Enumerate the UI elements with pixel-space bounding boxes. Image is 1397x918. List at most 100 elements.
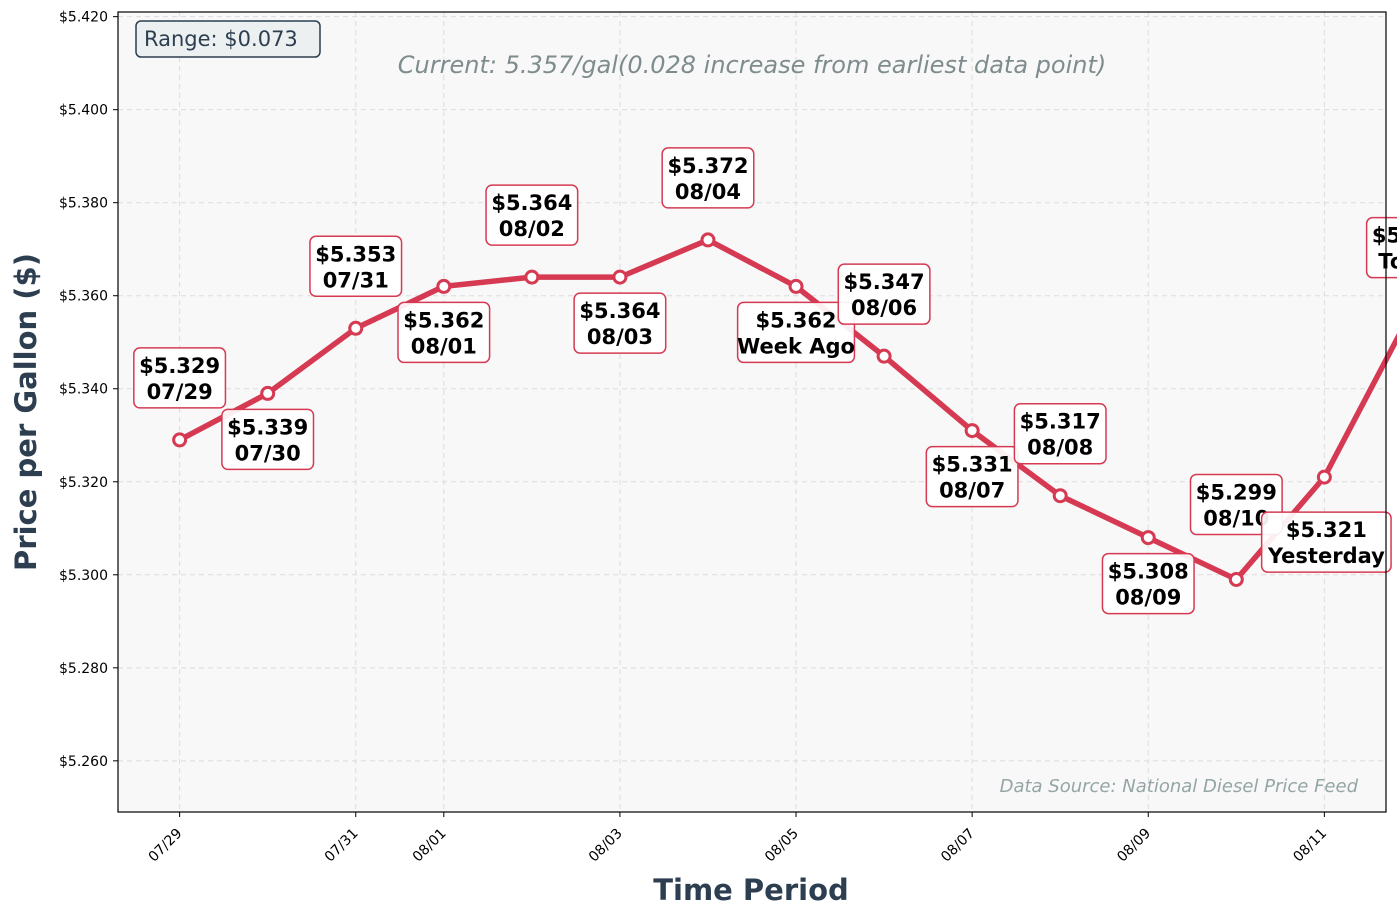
data-annotations: $5.32907/29$5.33907/30$5.35307/31$5.3620…	[133, 147, 1397, 615]
annotation-date: 08/10	[1203, 506, 1269, 530]
x-axis: 07/29 07/31 08/01 08/03 08/05 08/07 08/09 08/11	[146, 812, 1330, 866]
price-series	[172, 232, 1397, 587]
annotation-date: Today	[1378, 250, 1397, 274]
data-point	[260, 385, 276, 401]
data-point	[612, 269, 628, 285]
annotation-price: $5.317	[1020, 410, 1101, 434]
y-tick-label: $5.420	[59, 10, 108, 26]
y-axis: $5.260 $5.280 $5.300 $5.320 $5.340 $5.360 $5.3…	[59, 10, 118, 770]
annotation-frame	[397, 301, 491, 364]
x-tick-label: 08/01	[410, 826, 450, 866]
annotation-price: $5.308	[1108, 560, 1189, 584]
y-tick-label: $5.260	[59, 754, 108, 770]
annotation-frame	[1260, 511, 1392, 573]
data-point	[436, 278, 452, 294]
annotation-date: 07/30	[235, 441, 301, 465]
annotation-frame	[221, 408, 315, 471]
annotation-frame	[1013, 402, 1107, 465]
annotation-price: $5.321	[1286, 518, 1367, 542]
annotation-date: 08/01	[411, 334, 477, 358]
x-tick-label: 08/05	[762, 826, 802, 866]
data-point	[524, 269, 540, 285]
annotation-date: 08/08	[1027, 436, 1093, 460]
annotation-price: $5.329	[139, 354, 220, 378]
annotation-price: $5.339	[227, 415, 308, 439]
annotation-frame	[573, 292, 667, 354]
data-point	[700, 232, 716, 248]
annotation-frame	[736, 301, 856, 364]
plot-frame	[117, 11, 1387, 813]
annotation-date: 08/06	[851, 296, 917, 320]
y-tick-label: $5.320	[59, 475, 108, 491]
annotation-price: $5.362	[403, 308, 484, 332]
y-tick-label: $5.280	[59, 661, 108, 677]
annotation-date: 08/09	[1115, 586, 1181, 610]
data-source-text: Data Source: National Diesel Price Feed	[1000, 776, 1359, 797]
y-tick-label: $5.360	[59, 289, 108, 305]
annotation-frame	[1189, 473, 1283, 536]
data-point	[964, 423, 980, 439]
annotation-date: 07/29	[147, 380, 213, 404]
grid-lines	[118, 12, 1386, 812]
annotation-box: $5.357 Today	[1365, 216, 1397, 279]
x-tick-label: 08/07	[938, 826, 978, 866]
current-price-text: Current: 5.357/gal(0.028 increase from e…	[398, 51, 1106, 79]
annotation-date: 08/02	[499, 217, 565, 241]
x-tick-label: 07/31	[322, 826, 362, 866]
data-point	[1140, 530, 1156, 546]
annotation-price: $5.299	[1196, 480, 1277, 504]
annotation-frame	[485, 184, 579, 246]
data-point	[788, 278, 804, 294]
annotation-frame	[661, 147, 755, 209]
y-tick-label: $5.400	[59, 103, 108, 119]
annotation-price: $5.347	[844, 270, 925, 294]
annotation-price: $5.353	[315, 242, 396, 266]
y-tick-label: $5.300	[59, 568, 108, 584]
plot-background	[118, 12, 1386, 812]
annotation-price: $5.372	[667, 154, 748, 178]
annotation-frame	[1365, 216, 1397, 279]
annotation-price: $5.364	[579, 299, 660, 323]
x-tick-label: 07/29	[146, 826, 186, 866]
y-axis-title: Price per Gallon ($)	[9, 253, 43, 571]
annotation-date: 08/07	[939, 479, 1005, 503]
x-axis-title: Time Period	[653, 873, 849, 907]
annotation-frame	[925, 445, 1019, 508]
annotation-date: 07/31	[323, 268, 389, 292]
y-tick-label: $5.340	[59, 382, 108, 398]
annotation-frame	[837, 263, 931, 325]
annotation-date: Yesterday	[1267, 544, 1385, 568]
y-tick-label: $5.380	[59, 196, 108, 212]
annotation-date: Week Ago	[737, 334, 855, 358]
x-tick-label: 08/03	[586, 826, 626, 866]
annotation-frame	[1101, 552, 1195, 615]
annotation-frame	[309, 235, 403, 298]
data-point	[1228, 571, 1244, 587]
data-point	[1052, 488, 1068, 504]
annotation-price: $5.331	[932, 453, 1013, 477]
data-point	[1316, 469, 1332, 485]
annotation-frame	[133, 347, 227, 409]
data-point	[348, 320, 364, 336]
annotation-price: $5.362	[756, 308, 837, 332]
x-tick-label: 08/11	[1290, 826, 1330, 866]
data-point	[876, 348, 892, 364]
range-text: Range: $0.073	[144, 27, 298, 51]
annotation-price: $5.357	[1372, 224, 1397, 248]
x-tick-label: 08/09	[1114, 826, 1154, 866]
